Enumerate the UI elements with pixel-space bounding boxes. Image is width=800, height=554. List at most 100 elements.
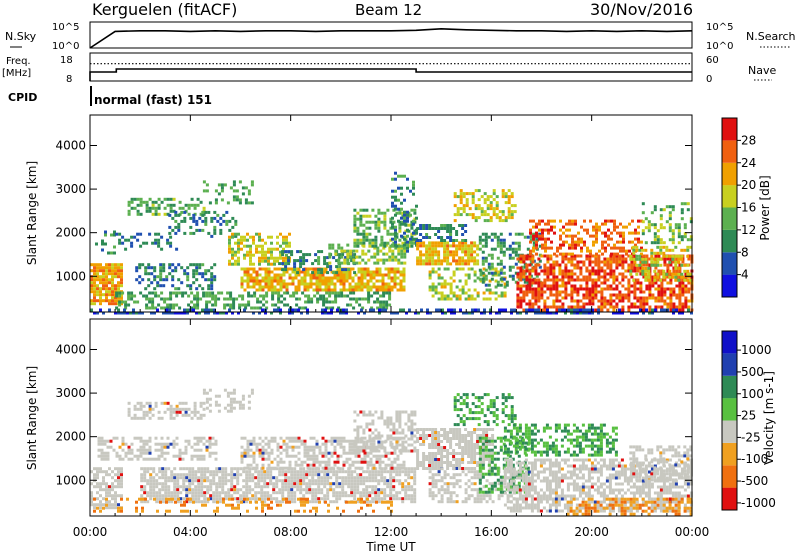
power-cell <box>464 282 468 286</box>
power-cell <box>431 262 435 266</box>
power-cell <box>514 253 518 257</box>
power-cell <box>192 281 196 285</box>
power-cell <box>470 294 474 298</box>
velocity-cell <box>193 410 197 414</box>
power-cell <box>105 263 108 267</box>
velocity-cell <box>175 404 179 408</box>
power-cell <box>378 285 382 289</box>
velocity-cell <box>276 442 280 446</box>
power-cell <box>514 262 518 266</box>
power-cell <box>299 259 303 263</box>
power-cell <box>496 256 500 260</box>
velocity-cell <box>279 445 283 449</box>
power-cell <box>118 238 122 242</box>
power-cell <box>552 275 556 279</box>
power-cell <box>468 192 472 196</box>
velocity-cell <box>149 476 153 480</box>
power-cell <box>192 219 196 223</box>
power-cell <box>214 198 218 202</box>
power-cell <box>428 270 432 274</box>
power-cell <box>171 284 175 288</box>
power-cell <box>261 279 265 283</box>
power-cell <box>394 240 397 244</box>
power-cell <box>102 311 105 315</box>
power-cell <box>90 290 93 294</box>
power-cell <box>397 198 400 202</box>
power-cell <box>246 279 250 283</box>
power-cell <box>99 296 102 300</box>
power-cell <box>621 272 625 276</box>
power-cell <box>214 297 218 301</box>
velocity-heatmap-cells <box>90 388 693 516</box>
power-cell <box>519 290 523 294</box>
power-cell <box>394 234 397 238</box>
power-cell <box>419 256 423 260</box>
velocity-cell <box>142 439 146 443</box>
power-cell <box>195 287 199 291</box>
power-cell <box>287 262 291 266</box>
power-cell <box>287 250 291 254</box>
power-cell <box>114 296 117 300</box>
radar-title: Kerguelen (fitACF) <box>92 0 237 19</box>
velocity-cell <box>142 404 146 408</box>
power-cell <box>654 308 657 312</box>
power-cell <box>276 256 279 260</box>
power-cell <box>549 287 553 291</box>
velocity-cell <box>294 445 298 449</box>
velocity-cell <box>347 476 351 480</box>
power-cell <box>328 291 332 295</box>
power-cell <box>534 287 538 291</box>
velocity-cell <box>124 454 128 458</box>
power-cell <box>663 293 667 297</box>
velocity-cell <box>157 454 161 458</box>
power-cell <box>492 213 496 217</box>
power-cell <box>612 257 616 261</box>
power-cell <box>441 308 444 312</box>
velocity-cell <box>106 457 110 461</box>
power-cell <box>532 234 535 238</box>
power-cell <box>628 249 631 253</box>
velocity-cell <box>255 442 259 446</box>
velocity-cell <box>240 436 244 440</box>
power-cell <box>258 273 262 277</box>
power-cell <box>651 293 655 297</box>
velocity-cell <box>306 457 310 461</box>
velocity-cell <box>208 436 212 440</box>
power-cell <box>645 308 648 312</box>
power-cell <box>281 268 285 272</box>
power-cell <box>464 279 468 283</box>
power-cell <box>124 300 128 304</box>
power-cell <box>473 256 477 260</box>
velocity-cell <box>254 470 258 474</box>
power-cell <box>330 270 334 274</box>
power-cell <box>247 192 251 196</box>
power-cell <box>388 291 392 295</box>
power-cell <box>680 275 684 279</box>
power-cell <box>385 303 389 307</box>
power-cell <box>273 285 277 289</box>
power-cell <box>576 266 580 270</box>
velocity-cell <box>232 397 236 401</box>
power-cell <box>550 219 553 223</box>
power-cell <box>678 302 682 306</box>
power-cell <box>538 234 541 238</box>
velocity-cell <box>164 473 168 477</box>
power-cell <box>96 263 99 267</box>
power-cell <box>115 306 119 310</box>
velocity-cell <box>199 436 203 440</box>
power-cell <box>133 235 137 239</box>
power-cell <box>446 259 450 263</box>
velocity-cell <box>108 494 111 498</box>
velocity-cell <box>200 479 204 483</box>
power-cell <box>610 231 613 235</box>
velocity-cell <box>167 488 171 492</box>
velocity-cell <box>294 460 298 464</box>
power-cell <box>304 294 308 298</box>
power-cell <box>499 250 503 254</box>
power-cell <box>582 302 586 306</box>
velocity-cell <box>243 436 247 440</box>
power-cell <box>633 254 637 258</box>
power-cell <box>615 284 619 288</box>
power-cell <box>258 311 261 315</box>
velocity-cell <box>181 457 185 461</box>
